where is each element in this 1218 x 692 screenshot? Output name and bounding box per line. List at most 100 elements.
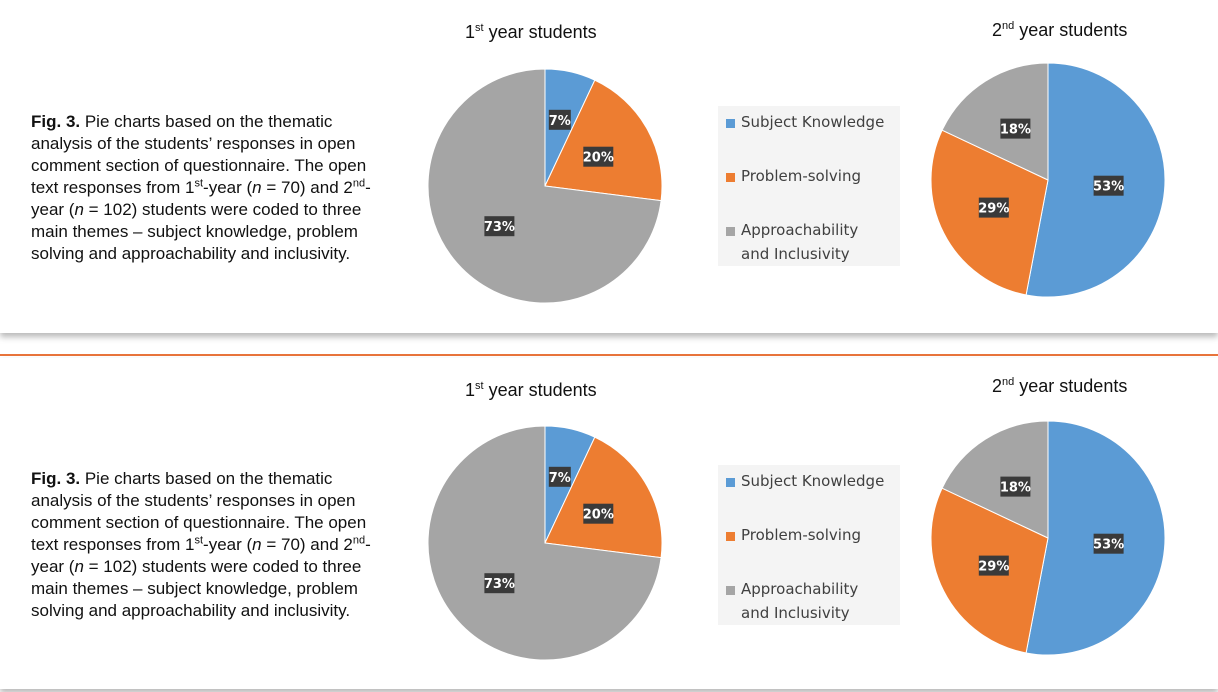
legend-label: Approachability and Inclusivity [741, 580, 859, 622]
pie-slice-problem-solving [544, 79, 663, 202]
chart-legend: Subject Knowledge Problem-solving Approa… [718, 106, 900, 266]
pie-data-label: 53% [1093, 533, 1124, 554]
figure-label: Fig. 3. [31, 469, 81, 488]
caption-text-part1: Pie charts based on the thematic analysi… [31, 112, 367, 197]
legend-item-problem-solving: Problem-solving [726, 523, 891, 547]
pie-data-label-box [1093, 533, 1124, 554]
pie-slice-problem-solving [544, 436, 663, 559]
pie-slice-subject-knowledge [1025, 62, 1166, 298]
caption-superscript-nd: nd [352, 177, 366, 190]
pie-slice-subject-knowledge [1025, 420, 1166, 656]
legend-label: Problem-solving [741, 526, 861, 544]
pie-data-label-text: 53% [1093, 180, 1124, 195]
pie-data-label: 18% [1000, 118, 1031, 139]
figure-caption: Fig. 3. Pie charts based on the thematic… [31, 468, 381, 622]
pie-slice-approachability [941, 420, 1049, 539]
pie-data-label: 29% [978, 197, 1009, 218]
pie-data-label-box [1093, 175, 1124, 196]
legend-item-approachability: Approachability and Inclusivity [726, 218, 891, 266]
pie-data-label: 73% [484, 573, 515, 594]
title-text: year students [1014, 376, 1128, 396]
pie-data-label-text: 7% [549, 114, 571, 129]
legend-item-problem-solving: Problem-solving [726, 164, 891, 188]
caption-n-symbol: n [74, 200, 84, 219]
caption-superscript-st: st [194, 534, 204, 547]
caption-n2-value: = 102) students were coded to three main… [31, 557, 362, 620]
caption-n-symbol: n [74, 557, 84, 576]
title-number: 1 [465, 22, 476, 42]
caption-superscript-nd: nd [352, 534, 366, 547]
title-number: 2 [992, 20, 1003, 40]
figure-label: Fig. 3. [31, 112, 81, 131]
pie-data-label: 7% [548, 109, 571, 130]
caption-n1-value: = 70) and 2 [261, 535, 353, 554]
pie-data-label-box [978, 197, 1009, 218]
pie-data-label: 53% [1093, 175, 1124, 196]
pie-data-label-text: 73% [484, 220, 515, 235]
legend-item-subject-knowledge: Subject Knowledge [726, 110, 891, 134]
legend-swatch [726, 586, 735, 595]
chart-title-first-year: 1st year students [465, 380, 597, 401]
pie-data-label: 20% [583, 146, 614, 167]
pie-data-label-text: 18% [1000, 123, 1031, 138]
pie-data-label-box [583, 146, 614, 167]
pie-data-label: 73% [484, 216, 515, 237]
pie-data-label-box [484, 573, 515, 594]
legend-item-approachability: Approachability and Inclusivity [726, 577, 891, 625]
pie-data-label: 7% [549, 466, 571, 487]
figure-panel-bottom: Fig. 3. Pie charts based on the thematic… [0, 358, 1218, 689]
caption-text-part2: -year ( [203, 535, 253, 554]
pie-data-label-text: 7% [549, 471, 571, 486]
title-superscript: nd [1002, 20, 1015, 32]
legend-label: Approachability and Inclusivity [741, 221, 859, 263]
figure-panel-top: Fig. 3. Pie charts based on the thematic… [0, 0, 1218, 333]
legend-label: Subject Knowledge [741, 472, 885, 490]
title-number: 1 [465, 380, 476, 400]
caption-n-symbol: n [252, 535, 262, 554]
caption-superscript-st: st [194, 177, 204, 190]
caption-text-part2: -year ( [203, 178, 253, 197]
pie-data-label-box [548, 109, 571, 130]
pie-data-label-text: 20% [583, 508, 614, 523]
caption-text-part3: -year ( [31, 178, 371, 219]
chart-legend: Subject Knowledge Problem-solving Approa… [718, 465, 900, 625]
pie-data-label-text: 20% [583, 151, 614, 166]
legend-swatch [726, 119, 735, 128]
chart-title-first-year: 1st year students [465, 22, 597, 43]
legend-swatch [726, 532, 735, 541]
title-superscript: st [475, 22, 484, 34]
pie-data-label-box [1000, 118, 1031, 139]
legend-item-subject-knowledge: Subject Knowledge [726, 469, 891, 493]
chart-title-second-year: 2nd year students [992, 376, 1127, 397]
pie-slice-subject-knowledge [544, 68, 596, 187]
pie-slice-problem-solving [930, 487, 1049, 654]
pie-slice-approachability [941, 62, 1049, 181]
title-superscript: st [475, 380, 484, 392]
pie-data-label-box [583, 503, 614, 524]
legend-label: Subject Knowledge [741, 113, 885, 131]
pie-data-label: 29% [978, 555, 1009, 576]
caption-n1-value: = 70) and 2 [261, 178, 353, 197]
caption-text-part1: Pie charts based on the thematic analysi… [31, 469, 367, 554]
title-text: year students [483, 22, 597, 42]
pie-slice-problem-solving [930, 129, 1049, 296]
title-text: year students [483, 380, 597, 400]
caption-n2-value: = 102) students were coded to three main… [31, 200, 362, 263]
legend-label: Problem-solving [741, 167, 861, 185]
caption-n-symbol: n [252, 178, 262, 197]
figure-caption: Fig. 3. Pie charts based on the thematic… [31, 111, 381, 265]
chart-title-second-year: 2nd year students [992, 20, 1127, 41]
pie-slice-approachability [427, 425, 662, 661]
pie-data-label-box [1000, 476, 1031, 497]
pie-data-label-text: 29% [978, 202, 1009, 217]
title-number: 2 [992, 376, 1003, 396]
pie-data-label-text: 18% [1000, 481, 1031, 496]
pie-data-label-box [484, 216, 515, 237]
pie-slice-approachability [427, 68, 662, 304]
pie-data-label-text: 53% [1093, 538, 1124, 553]
section-divider [0, 354, 1218, 356]
caption-text-part3: -year ( [31, 535, 371, 576]
title-superscript: nd [1002, 376, 1015, 388]
pie-data-label: 20% [583, 503, 614, 524]
pie-data-label: 18% [1000, 476, 1031, 497]
